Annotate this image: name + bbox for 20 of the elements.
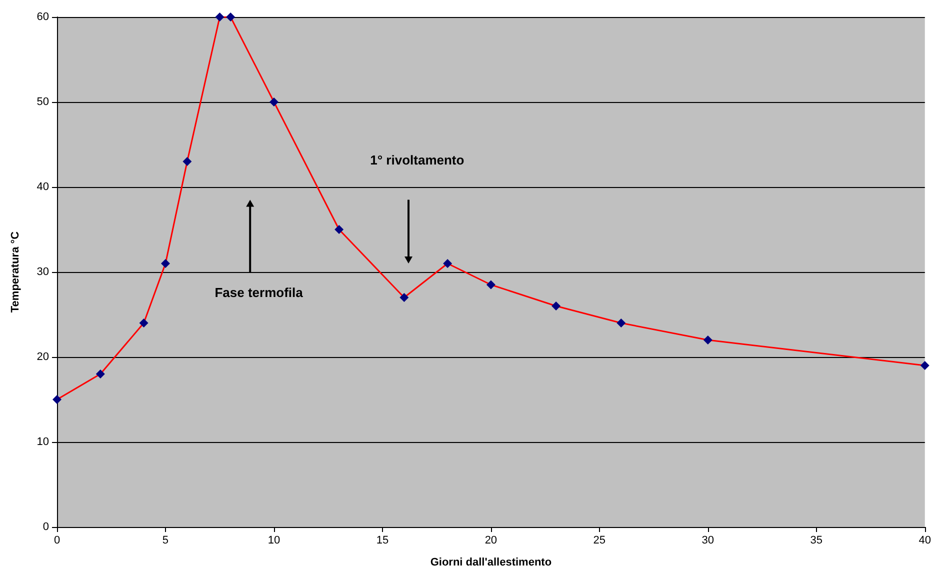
x-tick-label: 40 (918, 534, 932, 546)
x-tick-label: 10 (268, 534, 280, 546)
y-tick-label: 10 (36, 436, 49, 448)
y-tick-label: 40 (36, 181, 49, 193)
x-tick-label: 25 (593, 534, 606, 546)
x-tick-label: 35 (810, 534, 823, 546)
y-tick-label: 0 (42, 521, 49, 533)
x-tick-label: 30 (702, 534, 714, 546)
x-tick-label: 0 (54, 534, 60, 546)
y-tick-label: 20 (36, 351, 49, 363)
x-axis-title: Giorni dall'allestimento (430, 556, 552, 568)
x-tick-label: 5 (162, 534, 169, 546)
annotation: Fase termofila (214, 284, 304, 300)
y-tick-label: 60 (36, 11, 49, 23)
x-tick-label: 15 (376, 534, 389, 546)
y-tick-label: 30 (36, 266, 49, 278)
y-axis-title: Temperatura °C (10, 231, 22, 313)
annotation: 1° rivoltamento (370, 152, 464, 168)
x-tick-label: 20 (484, 534, 498, 546)
y-tick-label: 50 (36, 96, 49, 108)
